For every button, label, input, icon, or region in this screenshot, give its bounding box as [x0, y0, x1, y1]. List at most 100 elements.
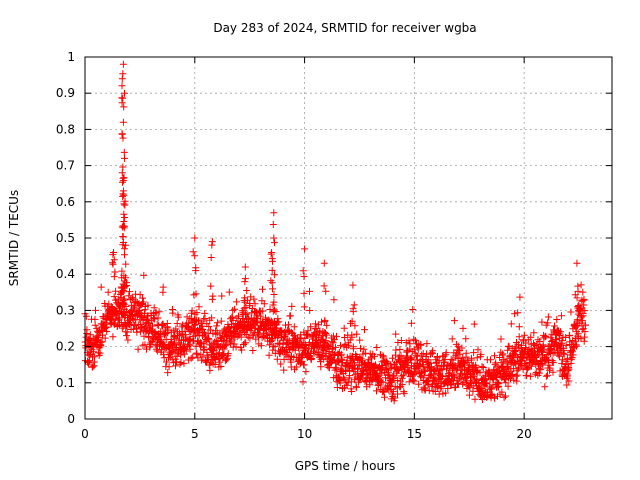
chart-title: Day 283 of 2024, SRMTID for receiver wgb… [213, 21, 476, 35]
data-point [352, 383, 360, 391]
data-point [350, 301, 358, 309]
data-point [424, 381, 432, 389]
data-point [222, 341, 230, 349]
data-point [540, 345, 548, 353]
data-point [207, 254, 215, 261]
data-point [354, 364, 362, 372]
data-point [120, 148, 128, 156]
data-point [238, 346, 246, 354]
data-point [119, 233, 127, 240]
data-point [547, 334, 555, 342]
data-point [269, 335, 276, 343]
data-point [208, 241, 216, 249]
data-point [191, 252, 199, 260]
data-point [121, 154, 128, 162]
data-point [267, 317, 275, 325]
data-point [421, 367, 429, 375]
data-point [145, 333, 153, 341]
data-point [433, 382, 441, 390]
data-point [118, 288, 126, 296]
data-point [504, 382, 512, 390]
data-point [331, 343, 339, 351]
data-point [556, 367, 564, 375]
data-point [541, 333, 549, 341]
data-point [361, 326, 368, 334]
data-point [186, 345, 194, 353]
y-tick-label: 0.7 [56, 159, 75, 173]
data-point [92, 306, 99, 314]
data-point [285, 321, 292, 329]
data-point [498, 388, 506, 396]
data-point [95, 334, 103, 342]
data-point [444, 385, 452, 392]
data-point [526, 372, 534, 380]
data-point [565, 365, 573, 373]
data-point [396, 346, 404, 353]
data-point [476, 369, 484, 377]
data-point [325, 348, 333, 355]
data-point [118, 169, 126, 177]
data-point [408, 354, 416, 362]
data-point [263, 330, 270, 338]
y-tick-label: 0.6 [56, 195, 75, 209]
data-point [534, 336, 542, 344]
data-point [120, 103, 128, 111]
data-point [118, 324, 126, 332]
data-point [244, 333, 252, 341]
data-point [562, 334, 570, 341]
data-point [348, 363, 356, 371]
data-point [539, 348, 547, 356]
data-point [221, 342, 229, 350]
data-point [119, 94, 127, 102]
data-point [304, 327, 312, 335]
data-point [241, 263, 249, 271]
data-point [311, 349, 319, 357]
data-point [150, 304, 158, 312]
data-point [462, 335, 470, 343]
data-point [272, 308, 280, 316]
data-point [573, 259, 581, 267]
data-point [118, 82, 126, 90]
data-point [527, 362, 535, 370]
data-point [229, 306, 237, 314]
data-point [325, 343, 332, 351]
data-point [376, 371, 384, 379]
data-point [284, 327, 292, 335]
data-point [217, 317, 225, 325]
data-point [330, 296, 338, 304]
data-point [269, 257, 276, 265]
data-point [442, 349, 450, 357]
data-point [116, 314, 124, 322]
data-point [96, 349, 104, 357]
data-point [508, 370, 516, 378]
data-point [227, 339, 234, 347]
data-point [379, 387, 387, 395]
data-point [581, 321, 589, 329]
data-point [159, 320, 167, 328]
data-point [578, 317, 586, 325]
data-point [507, 320, 515, 328]
data-point [134, 345, 142, 353]
data-point [392, 330, 400, 338]
data-point [163, 320, 171, 327]
data-point [565, 377, 573, 385]
data-point [242, 339, 250, 347]
data-point [348, 388, 356, 395]
data-point [410, 335, 418, 343]
data-point [512, 372, 520, 380]
data-point [235, 312, 242, 320]
data-point [490, 365, 498, 373]
data-point [558, 356, 566, 364]
data-point [510, 376, 518, 384]
data-point [465, 391, 473, 399]
data-point [153, 347, 161, 355]
data-point [139, 294, 147, 302]
data-point [119, 60, 127, 68]
data-point [546, 364, 554, 372]
data-point [379, 352, 387, 360]
data-point [542, 332, 550, 340]
data-point [515, 323, 523, 331]
data-point [366, 381, 374, 389]
data-point [86, 331, 94, 339]
